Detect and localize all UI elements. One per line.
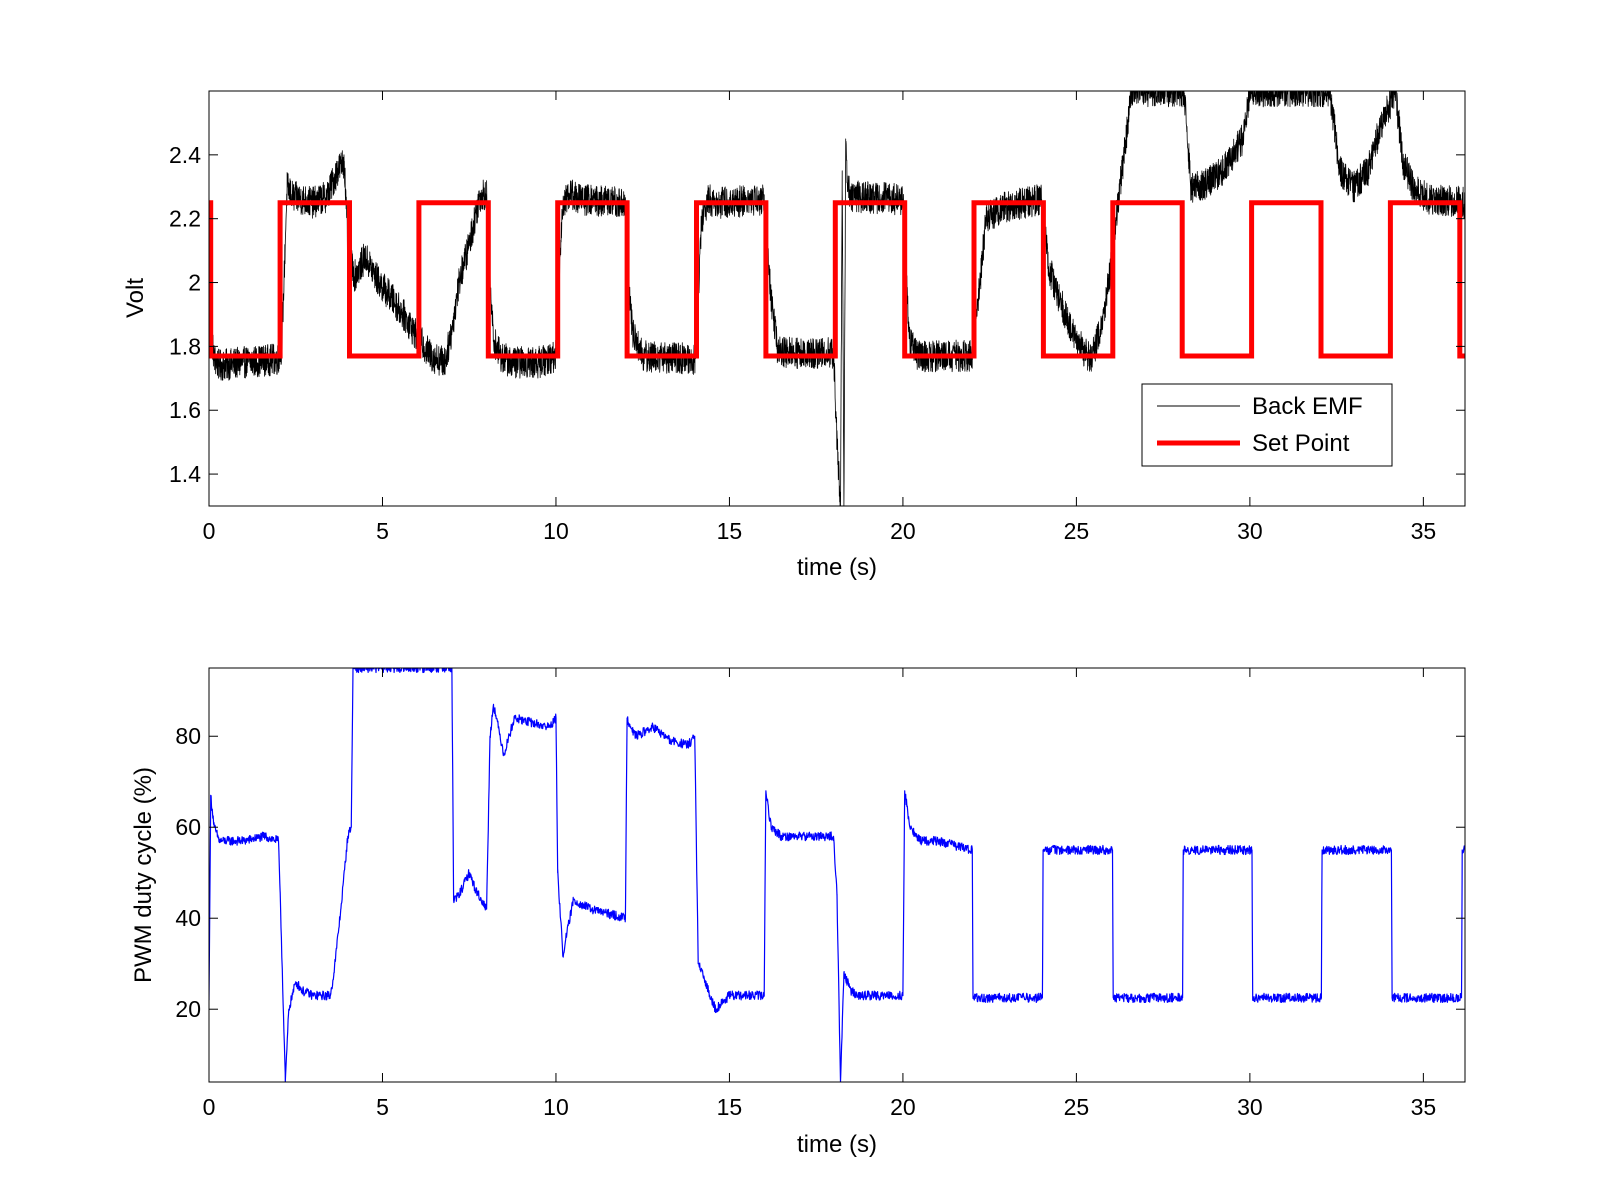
x-tick-label: 25	[1064, 518, 1090, 544]
y-tick-label: 2.4	[169, 142, 201, 168]
plot-area	[209, 668, 1465, 1082]
y-tick-label: 2.2	[169, 206, 201, 232]
y-tick-label: 20	[175, 996, 201, 1022]
y-tick-label: 1.6	[169, 397, 201, 423]
axes-frame	[208, 90, 1466, 507]
series-line-pwm	[209, 668, 1465, 1082]
legend-box	[1141, 383, 1393, 467]
y-tick-label: 2	[188, 270, 201, 296]
y-axis-label: PWM duty cycle (%)	[130, 767, 157, 983]
x-tick-label: 15	[717, 1094, 743, 1120]
x-tick-label: 35	[1411, 1094, 1437, 1120]
y-tick-label: 60	[175, 814, 201, 840]
x-axis-label: time (s)	[797, 554, 877, 581]
voltage-chart: 0 5 10 15 20 25 30 351.41.61.822.22.4 time (s) …	[122, 90, 1466, 581]
ticks-layer: 0 5 10 15 20 25 30 35 20 40 60 80	[175, 668, 1465, 1120]
y-axis-label: Volt	[122, 278, 149, 318]
x-tick-label: 5	[376, 1094, 389, 1120]
x-tick-label: 10	[543, 1094, 569, 1120]
y-tick-label: 40	[175, 905, 201, 931]
series-layer	[209, 91, 1465, 506]
x-tick-label: 10	[543, 518, 569, 544]
x-tick-label: 15	[717, 518, 743, 544]
pwm-chart: 0 5 10 15 20 25 30 35 20 40 60 80 time (s) PWM duty…	[130, 667, 1466, 1158]
x-tick-label: 20	[890, 1094, 916, 1120]
x-tick-label: 20	[890, 518, 916, 544]
ticks-layer: 0 5 10 15 20 25 30 35 1.4 1.6 1.8 2 2.2 2.4	[169, 91, 1465, 544]
x-tick-label: 25	[1064, 1094, 1090, 1120]
x-tick-label: 0	[203, 1094, 216, 1120]
x-tick-label: 35	[1411, 518, 1437, 544]
x-tick-label: 0	[203, 518, 216, 544]
legend-label-back-emf: Back EMF	[1252, 393, 1363, 420]
legend-label-set-point: Set Point	[1252, 430, 1350, 457]
x-tick-label: 30	[1237, 1094, 1263, 1120]
y-tick-label: 80	[175, 723, 201, 749]
series-line-set-point	[209, 200, 1465, 359]
y-tick-label: 1.4	[169, 461, 201, 487]
series-layer	[209, 668, 1465, 1082]
x-tick-label: 30	[1237, 518, 1263, 544]
x-tick-label: 5	[376, 518, 389, 544]
x-axis-label: time (s)	[797, 1131, 877, 1158]
y-tick-label: 1.8	[169, 333, 201, 359]
axes-frame	[208, 667, 1466, 1083]
legend: Back EMF Set Point	[1141, 383, 1393, 467]
